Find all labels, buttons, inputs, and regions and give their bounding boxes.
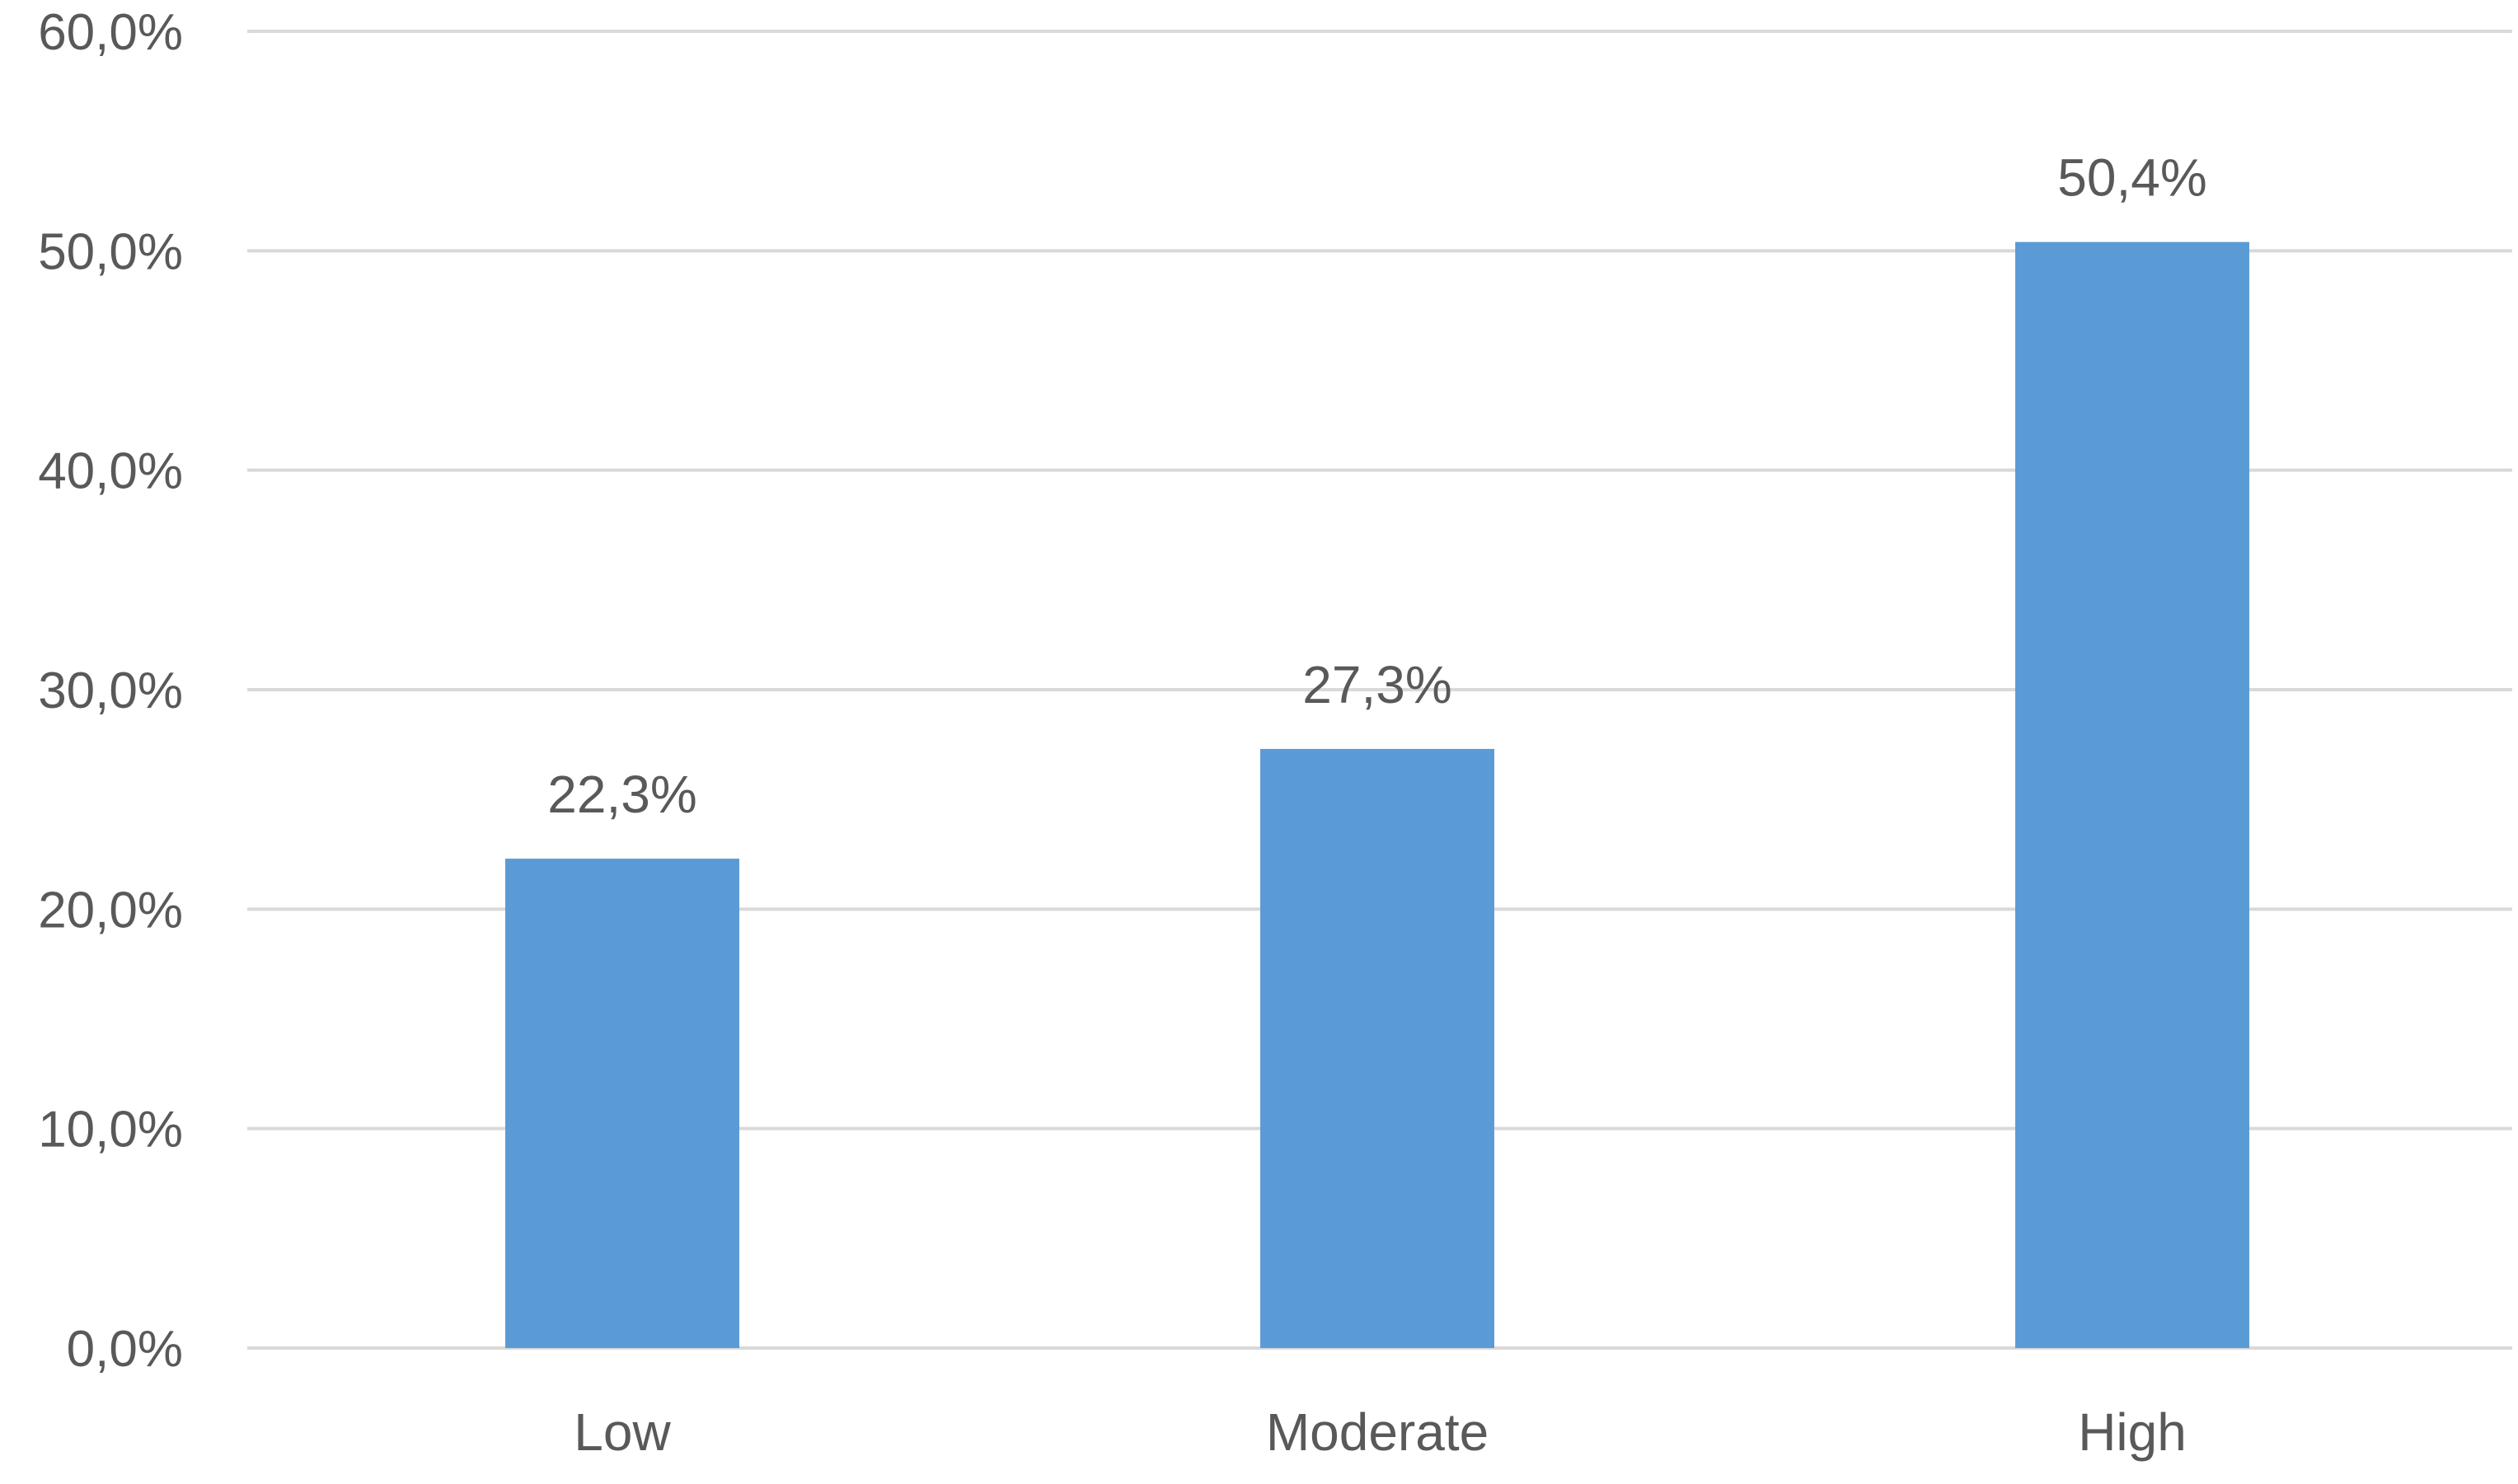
bars [505,241,2249,1349]
bar-moderate [1260,748,1494,1348]
data-label: 27,3% [1302,655,1451,714]
bar-high [2015,241,2249,1349]
y-axis-ticks: 0,0% 10,0% 20,0% 30,0% 40,0% 50,0% 60,0% [38,4,183,1378]
y-tick-label: 40,0% [38,443,183,500]
data-labels: 22,3% 27,3% 50,4% [547,148,2206,824]
y-tick-label: 20,0% [38,882,183,939]
x-category-label: Moderate [1266,1402,1489,1462]
data-label: 22,3% [547,765,696,824]
y-tick-label: 0,0% [67,1321,183,1378]
y-tick-label: 50,0% [38,223,183,280]
data-label: 50,4% [2057,148,2206,208]
x-axis-categories: Low Moderate High [574,1402,2187,1462]
x-category-label: High [2078,1402,2187,1462]
bar-low [505,859,739,1348]
y-tick-label: 60,0% [38,4,183,61]
y-tick-label: 10,0% [38,1102,183,1159]
x-category-label: Low [574,1402,671,1462]
y-tick-label: 30,0% [38,662,183,719]
